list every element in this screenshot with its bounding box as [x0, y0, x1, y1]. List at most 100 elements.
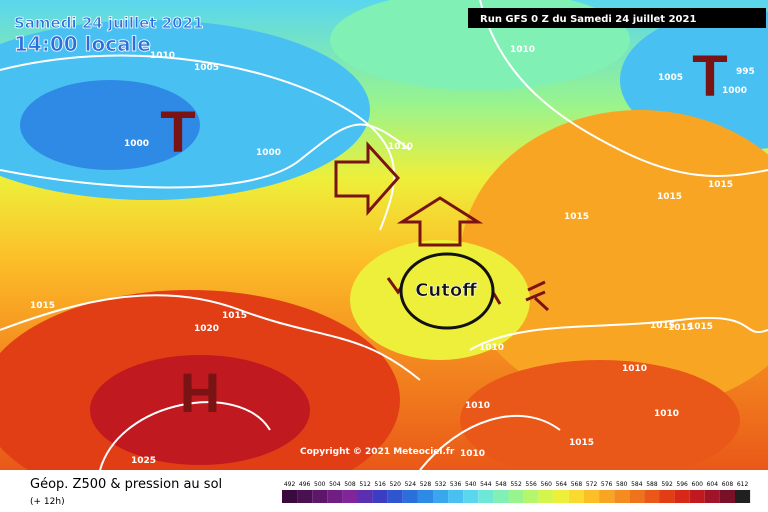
scale-label: 568 — [571, 481, 583, 488]
scale-label: 536 — [450, 481, 462, 488]
scale-swatch — [433, 490, 449, 503]
scale-label: 496 — [299, 481, 311, 488]
pressure-label: 1015 — [569, 438, 594, 448]
pressure-label: 1010 — [510, 45, 535, 55]
scale-swatch — [297, 490, 313, 503]
pressure-label: 1025 — [131, 456, 156, 466]
scale-swatch — [448, 490, 464, 503]
footer-title: Géop. Z500 & pression au sol — [30, 477, 222, 492]
scale-label: 520 — [390, 481, 402, 488]
scale-label: 596 — [676, 481, 688, 488]
pressure-label: 1000 — [256, 148, 281, 158]
pressure-label: 1000 — [124, 139, 149, 149]
scale-swatch — [629, 490, 645, 503]
footer-subtitle: (+ 12h) — [30, 497, 65, 507]
pressure-label: 995 — [736, 67, 755, 77]
run-box — [468, 8, 766, 28]
scale-swatch — [342, 490, 358, 503]
pressure-label: 1010 — [465, 401, 490, 411]
scale-label: 564 — [556, 481, 568, 488]
scale-label: 604 — [707, 481, 719, 488]
scale-label: 592 — [661, 481, 673, 488]
scale-swatch — [508, 490, 524, 503]
scale-label: 504 — [329, 481, 341, 488]
scale-swatch — [417, 490, 433, 503]
scale-swatch — [644, 490, 660, 503]
annotation: Cutoff — [415, 280, 477, 301]
isobars — [0, 0, 768, 470]
scale-label: 580 — [616, 481, 628, 488]
run-info: Run GFS 0 Z du Samedi 24 juillet 2021 — [480, 14, 696, 25]
pressure-label: 1010 — [654, 409, 679, 419]
scale-swatch — [704, 490, 720, 503]
color-scale: 492 496 500 504 508 512 516 520 524 528 532 536 540 5… — [282, 481, 751, 503]
scale-swatch — [327, 490, 343, 503]
scale-label: 528 — [420, 481, 432, 488]
scale-swatch — [282, 490, 298, 503]
scale-swatch — [478, 490, 494, 503]
pressure-labels: 1010100510001000101010101005995100010151… — [30, 45, 755, 466]
scale-label: 540 — [465, 481, 477, 488]
scale-label: 516 — [374, 481, 386, 488]
scale-swatch — [372, 490, 388, 503]
scale-label: 612 — [737, 481, 749, 488]
pressure-label: 1010 — [622, 364, 647, 374]
scale-swatch — [312, 490, 328, 503]
scale-label: 508 — [344, 481, 356, 488]
scale-label: 600 — [692, 481, 704, 488]
low-symbol: T — [160, 100, 195, 165]
pressure-label: 1020 — [194, 324, 219, 334]
scale-label: 512 — [359, 481, 371, 488]
scale-swatch — [674, 490, 690, 503]
scale-label: 572 — [586, 481, 598, 488]
pressure-label: 1010 — [150, 51, 175, 61]
pressure-label: 1015 — [222, 311, 247, 321]
scale-swatch — [719, 490, 735, 503]
date: Samedi 24 juillet 2021 — [14, 14, 204, 32]
scale-swatch — [493, 490, 509, 503]
pressure-label: 1015 — [650, 321, 675, 331]
scale-label: 588 — [646, 481, 658, 488]
scale-label: 584 — [631, 481, 643, 488]
pressure-label: 1015 — [688, 322, 713, 332]
scale-swatch — [584, 490, 600, 503]
scale-swatch — [689, 490, 705, 503]
scale-swatch — [387, 490, 403, 503]
scale-label: 524 — [405, 481, 417, 488]
high-symbol: H — [180, 361, 220, 424]
scale-swatch — [357, 490, 373, 503]
scale-swatch — [523, 490, 539, 503]
scale-swatch — [568, 490, 584, 503]
pressure-label: 1010 — [479, 343, 504, 353]
scale-swatch — [659, 490, 675, 503]
scale-swatch — [553, 490, 569, 503]
pressure-label: 1000 — [722, 86, 747, 96]
pressure-label: 1015 — [708, 180, 733, 190]
pressure-label: 1015 — [668, 323, 693, 333]
pressure-label: 1015 — [564, 212, 589, 222]
scale-label: 608 — [722, 481, 734, 488]
cutoff-circle — [399, 252, 495, 330]
scale-label: 560 — [541, 481, 553, 488]
pressure-label: 1015 — [657, 192, 682, 202]
scale-label: 552 — [510, 481, 522, 488]
scale-swatch — [402, 490, 418, 503]
scale-label: 544 — [480, 481, 492, 488]
pressure-label: 1015 — [30, 301, 55, 311]
scale-label: 556 — [525, 481, 537, 488]
scale-swatch — [614, 490, 630, 503]
scale-label: 532 — [435, 481, 447, 488]
low-symbol: T — [692, 44, 727, 109]
scale-swatch — [538, 490, 554, 503]
pressure-label: 1010 — [460, 449, 485, 459]
scale-label: 492 — [284, 481, 296, 488]
time: 14:00 locale — [14, 32, 151, 56]
copyright: Copyright © 2021 Meteociel.fr — [300, 447, 455, 457]
pressure-label: 1005 — [658, 73, 683, 83]
scale-label: 576 — [601, 481, 613, 488]
scale-label: 548 — [495, 481, 507, 488]
pressure-label: 1005 — [194, 63, 219, 73]
